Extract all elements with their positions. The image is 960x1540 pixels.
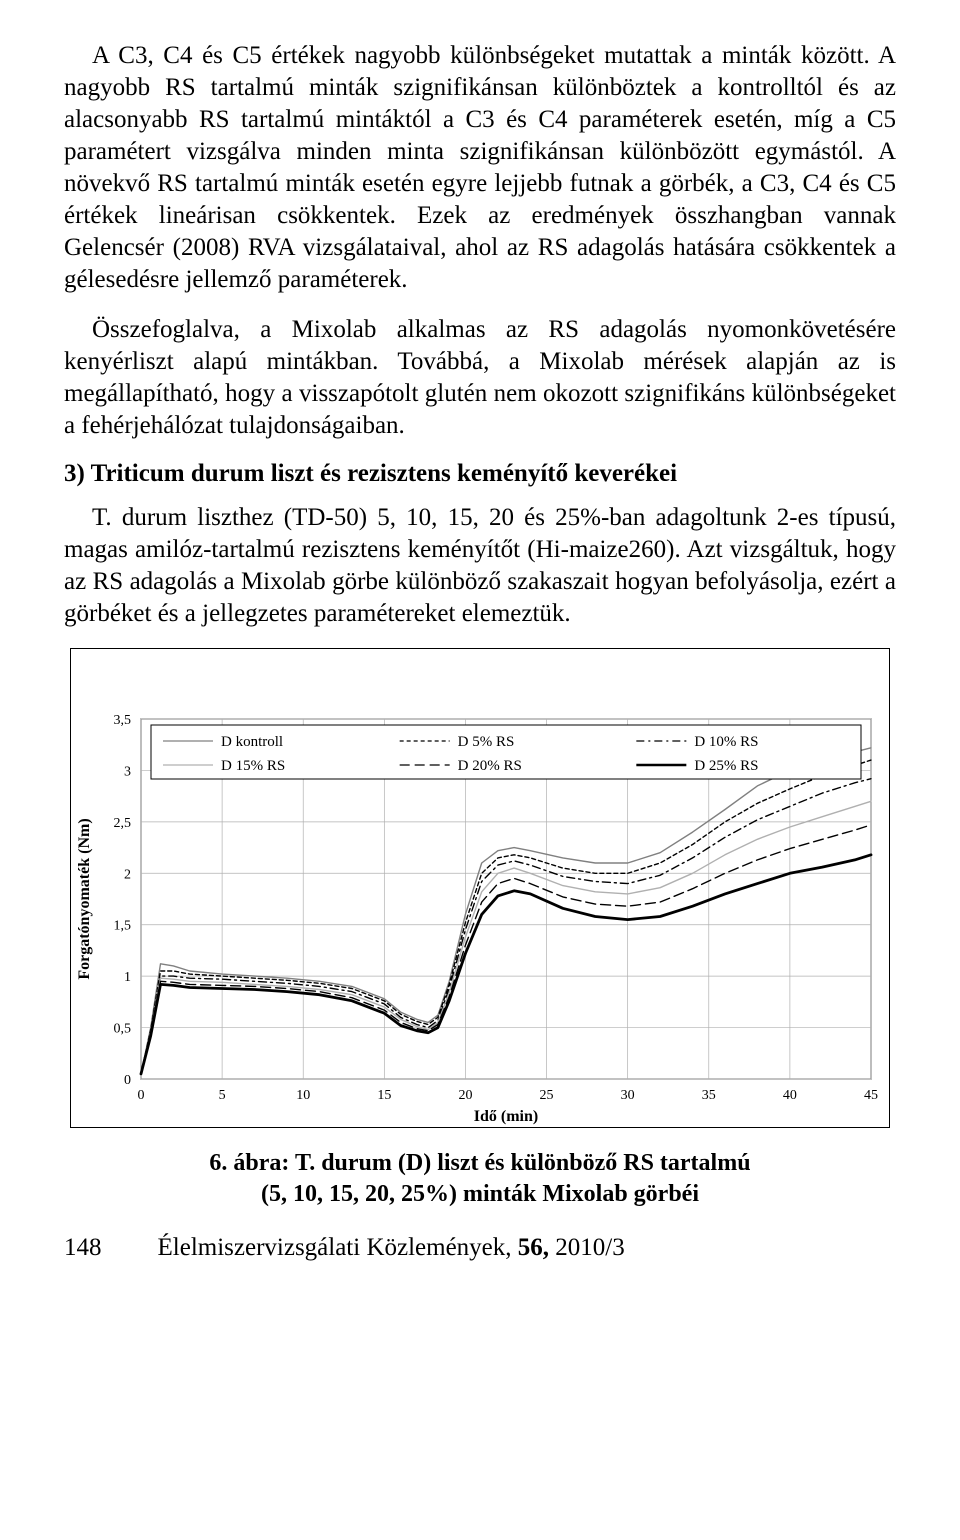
svg-text:40: 40 [783,1088,797,1103]
paragraph-3: T. durum liszthez (TD-50) 5, 10, 15, 20 … [64,502,896,630]
svg-text:D 10% RS: D 10% RS [694,734,758,750]
svg-text:0: 0 [138,1088,145,1103]
svg-text:1,5: 1,5 [114,919,132,934]
paragraph-2: Összefoglalva, a Mixolab alkalmas az RS … [64,314,896,442]
mixolab-chart: 0 5 10 15 20 25 30 35 40 45 0 0,5 1 1,5 2 2,5 3 3,5 Idő (m… [70,648,890,1128]
svg-text:3,5: 3,5 [114,713,132,728]
journal-volume: 56, [518,1234,556,1261]
svg-text:30: 30 [621,1088,635,1103]
svg-text:15: 15 [377,1088,391,1103]
figure-caption: 6. ábra: T. durum (D) liszt és különböző… [70,1148,890,1210]
paragraph-1: A C3, C4 és C5 értékek nagyobb különbség… [64,40,896,296]
svg-text:10: 10 [296,1088,310,1103]
svg-text:20: 20 [458,1088,472,1103]
svg-text:1: 1 [124,970,131,985]
svg-text:2: 2 [124,867,131,882]
svg-text:D 25% RS: D 25% RS [694,758,758,774]
svg-text:45: 45 [864,1088,878,1103]
svg-text:35: 35 [702,1088,716,1103]
svg-text:D kontroll: D kontroll [221,734,283,750]
svg-text:25: 25 [540,1088,554,1103]
svg-text:D 20% RS: D 20% RS [458,758,522,774]
svg-text:5: 5 [219,1088,226,1103]
section-heading: 3) Triticum durum liszt és rezisztens ke… [64,460,896,488]
caption-line-2: (5, 10, 15, 20, 25%) minták Mixolab görb… [261,1181,699,1207]
svg-text:D 5% RS: D 5% RS [458,734,515,750]
svg-text:0,5: 0,5 [114,1022,132,1037]
journal-name: Élelmiszervizsgálati Közlemények, [158,1234,518,1261]
page-footer: 148 Élelmiszervizsgálati Közlemények, 56… [64,1234,896,1262]
svg-text:3: 3 [124,764,131,779]
svg-text:D 15% RS: D 15% RS [221,758,285,774]
svg-text:0: 0 [124,1073,131,1088]
svg-text:2,5: 2,5 [114,816,132,831]
svg-text:Idő (min): Idő (min) [474,1108,538,1125]
journal-issue: 2010/3 [555,1234,624,1261]
journal-ref: Élelmiszervizsgálati Közlemények, 56, 20… [158,1234,625,1262]
svg-text:Forgatónyomaték (Nm): Forgatónyomaték (Nm) [76,818,93,979]
page-number: 148 [64,1234,102,1262]
caption-line-1: 6. ábra: T. durum (D) liszt és különböző… [209,1150,750,1176]
figure-6: 0 5 10 15 20 25 30 35 40 45 0 0,5 1 1,5 2 2,5 3 3,5 Idő (m… [70,648,890,1210]
